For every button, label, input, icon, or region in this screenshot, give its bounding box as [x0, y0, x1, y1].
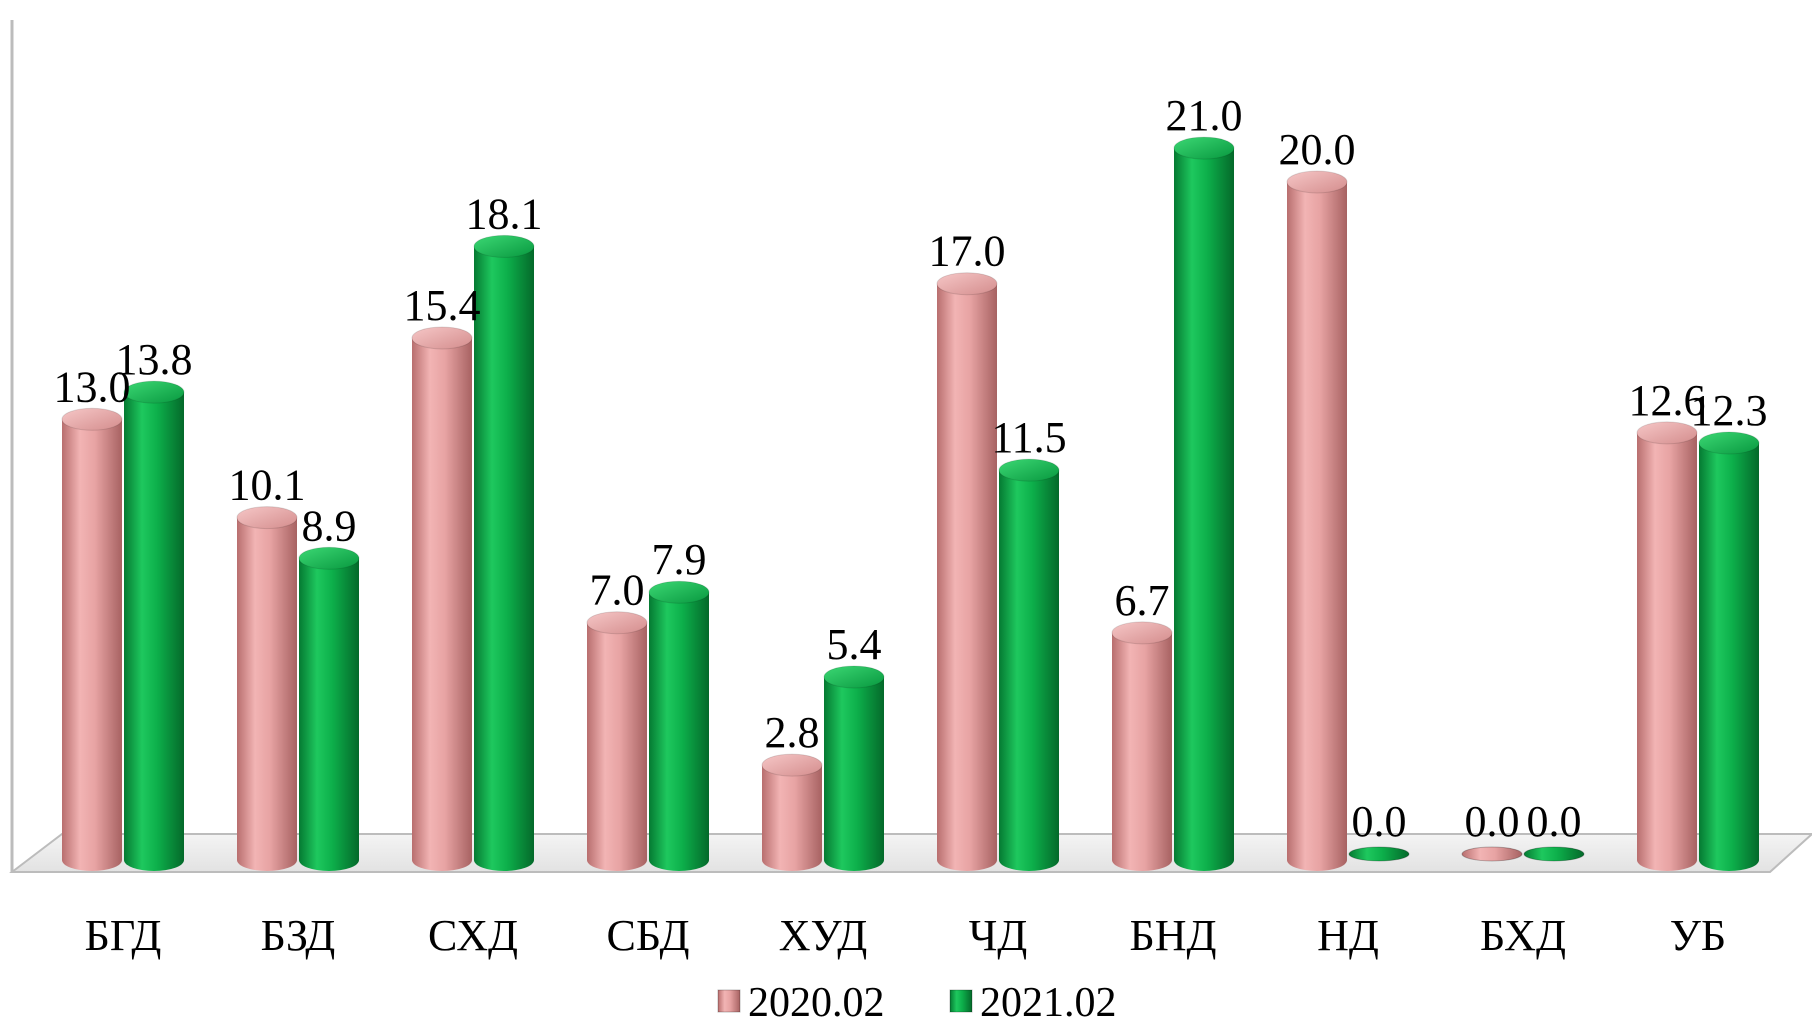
bar-БЗД-2021.02	[298, 546, 360, 871]
value-label: 8.9	[302, 501, 357, 550]
bar-СБД-2021.02	[648, 580, 710, 871]
bar-БХД-2020.02	[1461, 846, 1523, 862]
bar-ХУД-2021.02	[823, 665, 885, 871]
bar-НД-2021.02	[1348, 846, 1410, 862]
value-label: 0.0	[1527, 797, 1582, 846]
bar-БНД-2021.02	[1173, 136, 1235, 871]
bar-БГД-2020.02	[61, 407, 123, 871]
value-label: 13.8	[116, 335, 193, 384]
bar-ЧД-2020.02	[936, 272, 998, 871]
value-label: 12.3	[1691, 386, 1768, 435]
legend-item-2020.02: 2020.02	[717, 980, 885, 1026]
bar-БНД-2020.02	[1111, 621, 1173, 871]
value-label: 0.0	[1352, 797, 1407, 846]
value-label: 6.7	[1115, 576, 1170, 625]
bar-СХД-2020.02	[411, 326, 473, 871]
value-labels-layer: 13.013.8 10.18.9 15.4 18.1 7.07.9 2.85.4 17.0 1…	[54, 91, 1768, 846]
bar-НД-2020.02	[1286, 170, 1348, 871]
value-label: 13.0	[54, 362, 131, 411]
category-label: БНД	[1129, 911, 1216, 960]
value-label: 0.0	[1465, 797, 1520, 846]
category-label: СБД	[607, 911, 690, 960]
category-label: БГД	[85, 911, 162, 960]
bar-УБ-2020.02	[1636, 421, 1698, 871]
value-label: 2.8	[765, 708, 820, 757]
value-label: 11.5	[991, 413, 1066, 462]
value-label: 15.4	[404, 281, 481, 330]
value-label: 7.0	[590, 566, 645, 615]
value-label: 5.4	[827, 620, 882, 669]
category-label: ХУД	[779, 911, 868, 960]
legend-item-2021.02: 2021.02	[949, 980, 1117, 1026]
bars-layer	[61, 136, 1760, 871]
value-label: 18.1	[466, 189, 543, 238]
bar-СБД-2020.02	[586, 611, 648, 871]
legend-label: 2020.02	[748, 980, 885, 1026]
category-label: БХД	[1480, 911, 1566, 960]
legend: 2020.02 2021.02	[717, 980, 1117, 1026]
bar-УБ-2021.02	[1698, 431, 1760, 871]
value-label: 17.0	[929, 227, 1006, 276]
value-label: 7.9	[652, 535, 707, 584]
category-label: НД	[1317, 911, 1379, 960]
value-label: 12.6	[1629, 376, 1706, 425]
value-label: 20.0	[1279, 125, 1356, 174]
category-label: УБ	[1670, 911, 1726, 960]
bar-БГД-2021.02	[123, 380, 185, 871]
value-label: 10.1	[229, 461, 306, 510]
legend-swatch	[717, 989, 741, 1013]
value-label: 21.0	[1166, 91, 1243, 140]
legend-label: 2021.02	[980, 980, 1117, 1026]
bar-СХД-2021.02	[473, 234, 535, 871]
category-label: ЧД	[969, 911, 1028, 960]
category-label: СХД	[428, 911, 518, 960]
bar-ХУД-2020.02	[761, 753, 823, 871]
bar-БХД-2021.02	[1523, 846, 1585, 862]
category-labels-layer: БГД БЗД СХД СБД ХУД ЧД БНД НД БХД УБ	[85, 911, 1727, 960]
legend-swatch	[949, 989, 973, 1013]
category-label: БЗД	[261, 911, 336, 960]
bar-ЧД-2021.02	[998, 458, 1060, 871]
bar-БЗД-2020.02	[236, 506, 298, 871]
